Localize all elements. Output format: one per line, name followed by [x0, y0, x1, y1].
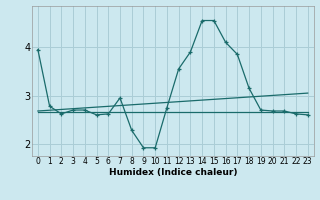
X-axis label: Humidex (Indice chaleur): Humidex (Indice chaleur): [108, 168, 237, 177]
